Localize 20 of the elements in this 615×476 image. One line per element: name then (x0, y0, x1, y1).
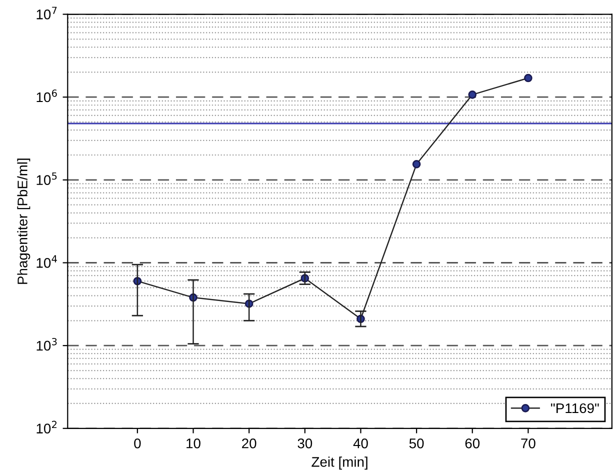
x-tick-label: 10 (186, 438, 200, 448)
point (468, 90, 477, 99)
x-tick-label: 0 (134, 438, 141, 448)
y-tick-label: 10$^{2}$ (36, 420, 56, 434)
point (524, 74, 532, 82)
x-tick-label: 30 (298, 438, 312, 448)
y-tick-label: 10$^{6}$ (36, 90, 57, 102)
x-axis-title: Zeit [min] (312, 456, 368, 470)
point (412, 160, 421, 168)
x-tick-label: 20 (242, 438, 256, 448)
legend-label: "P1169" (551, 403, 599, 414)
y-tick-label: 10$^{7}$ (36, 6, 57, 20)
x-tick-label: 60 (465, 438, 480, 448)
x-tick-label: 50 (409, 438, 424, 448)
y-axis-title: Phagentiter [PbE/ml] (17, 158, 30, 284)
x-tick-label: 40 (353, 438, 368, 448)
x-tick-label: 70 (521, 438, 536, 448)
y-tick-label: 10$^{4}$ (36, 255, 57, 268)
y-tick-label: 10$^{5}$ (36, 172, 57, 185)
y-tick-label: 10$^{3}$ (36, 338, 57, 351)
